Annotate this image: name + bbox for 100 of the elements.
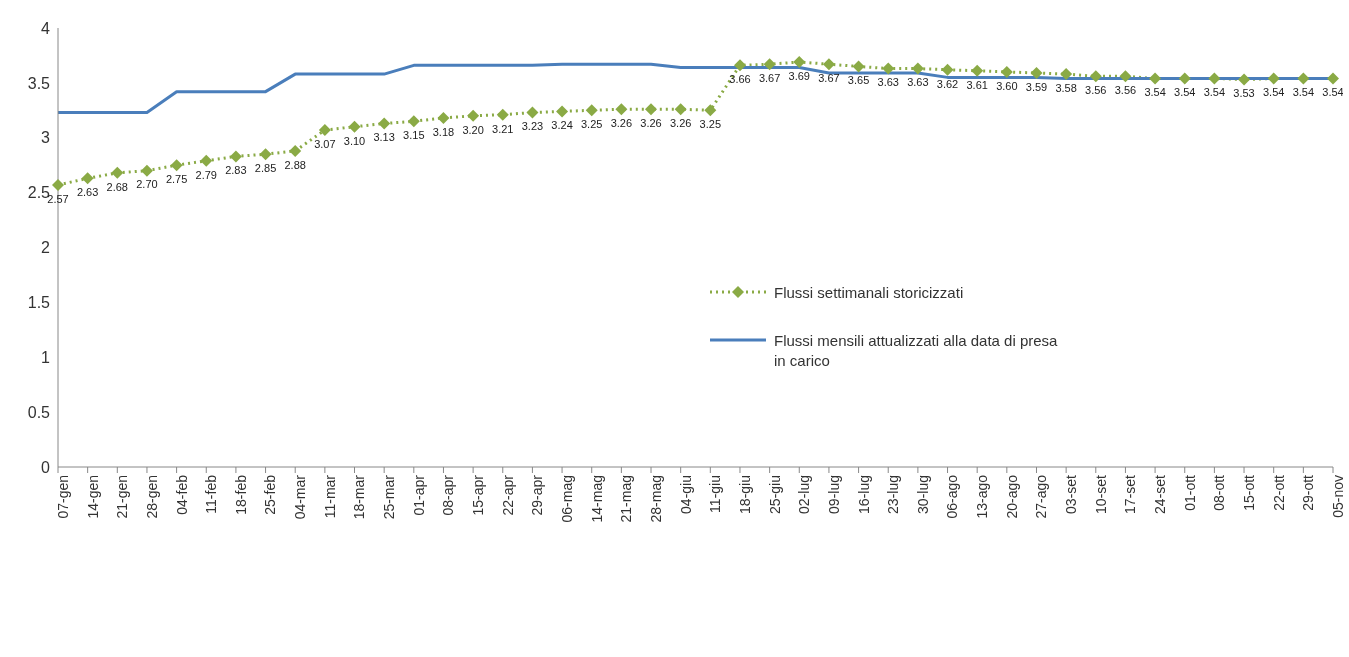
point: [140, 164, 153, 177]
x-tick-label: 29-ott: [1300, 474, 1317, 511]
data-label: 3.24: [551, 119, 573, 132]
data-label: 3.26: [669, 117, 692, 130]
x-tick-label: 20-ago: [1003, 474, 1020, 519]
x-tick-label: 14-gen: [84, 475, 101, 519]
x-tick-label: 18-mar: [351, 474, 368, 520]
x-tick-label: 14-mag: [588, 475, 605, 523]
x-tick-label: 28-gen: [143, 475, 160, 519]
data-label: 3.23: [521, 120, 544, 133]
point: [733, 59, 746, 72]
data-label: 2.70: [136, 178, 158, 191]
point: [289, 144, 302, 157]
x-tick-label: 06-mag: [559, 475, 576, 523]
data-label: 3.54: [1174, 86, 1196, 99]
point: [882, 62, 895, 75]
x-tick-label: 25-giu: [766, 475, 783, 514]
point: [852, 60, 865, 73]
x-tick-label: 02-lug: [796, 475, 813, 514]
x-tick-label: 24-set: [1152, 474, 1169, 514]
point: [378, 117, 391, 130]
x-tick-label: 03-set: [1063, 474, 1080, 514]
point: [1208, 72, 1221, 85]
data-label: 3.65: [847, 74, 870, 87]
data-label: 3.66: [729, 73, 751, 86]
x-tick-label: 18-giu: [736, 475, 753, 514]
y-tick-label: 3: [41, 129, 51, 147]
x-tick-label: 08-ott: [1211, 474, 1228, 511]
point: [52, 178, 64, 191]
point: [615, 103, 628, 116]
point: [407, 115, 420, 128]
x-tick-label: 22-apr: [499, 474, 516, 516]
point: [1000, 65, 1013, 78]
point: [763, 58, 776, 71]
legend-label: Flussi mensili attualizzati alla data di presa in carico: [774, 331, 1059, 371]
data-label: 3.54: [1292, 86, 1315, 99]
point: [674, 103, 687, 116]
point: [81, 172, 94, 185]
data-label: 2.88: [284, 158, 306, 171]
data-label: 3.10: [343, 134, 366, 147]
point: [645, 103, 658, 116]
data-label: 3.18: [432, 125, 455, 138]
y-tick-label: 1.5: [27, 294, 51, 312]
data-label: 3.67: [758, 72, 781, 85]
x-tick-label: 11-feb: [203, 474, 220, 514]
point: [585, 104, 598, 117]
legend-label: Flussi settimanali storicizzati: [774, 283, 964, 303]
data-label: 2.75: [165, 173, 188, 185]
data-label: 3.25: [699, 118, 722, 131]
x-tick-label: 04-giu: [677, 475, 694, 514]
x-tick-label: 25-mar: [381, 474, 398, 520]
data-label: 3.54: [1144, 86, 1166, 99]
point: [1149, 72, 1162, 85]
x-tick-label: 08-apr: [440, 474, 457, 516]
data-label: 3.54: [1203, 86, 1226, 99]
x-tick-label: 17-set: [1122, 474, 1139, 514]
x-tick-label: 13-ago: [974, 474, 991, 519]
data-label: 3.63: [877, 76, 899, 89]
y-tick-label: 1: [41, 348, 51, 366]
point: [556, 105, 569, 118]
data-label: 3.15: [403, 129, 425, 142]
point: [1327, 72, 1339, 85]
y-tick-label: 3.5: [27, 74, 51, 92]
data-label: 3.26: [610, 117, 633, 130]
x-tick-label: 09-lug: [825, 475, 842, 514]
data-label: 3.69: [788, 69, 810, 82]
point: [1238, 73, 1251, 86]
x-tick-label: 29-apr: [529, 474, 546, 516]
x-tick-label: 21-gen: [114, 475, 131, 519]
x-tick-label: 15-apr: [470, 474, 487, 516]
y-tick-label: 0.5: [27, 403, 51, 421]
data-label: 3.60: [996, 79, 1018, 92]
point: [170, 159, 183, 172]
y-tick-label: 4: [41, 19, 51, 37]
data-label: 3.58: [1055, 81, 1077, 94]
y-tick-label: 2: [41, 239, 51, 257]
point: [1060, 68, 1073, 81]
x-tick-label: 04-mar: [292, 474, 309, 520]
data-label: 3.20: [462, 123, 484, 136]
data-label: 3.54: [1262, 86, 1285, 99]
point: [526, 106, 539, 119]
data-label: 2.79: [195, 168, 217, 181]
data-label: 3.56: [1114, 84, 1137, 97]
x-tick-label: 07-gen: [54, 475, 71, 519]
data-label: 2.63: [76, 186, 99, 199]
x-tick-label: 16-lug: [855, 475, 872, 514]
data-label: 3.56: [1085, 84, 1107, 97]
point: [318, 124, 331, 137]
x-tick-label: 28-mag: [647, 475, 664, 523]
x-tick-label: 06-ago: [944, 474, 961, 519]
data-label: 3.59: [1025, 80, 1048, 93]
point: [1119, 70, 1132, 83]
point: [437, 111, 450, 124]
x-tick-label: 11-mar: [321, 474, 338, 519]
data-label: 2.83: [225, 164, 247, 177]
x-tick-label: 27-ago: [1033, 474, 1050, 519]
data-label: 3.26: [640, 117, 662, 130]
x-tick-label: 10-set: [1092, 474, 1109, 514]
point: [111, 166, 124, 179]
x-tick-label: 18-feb: [232, 474, 249, 515]
